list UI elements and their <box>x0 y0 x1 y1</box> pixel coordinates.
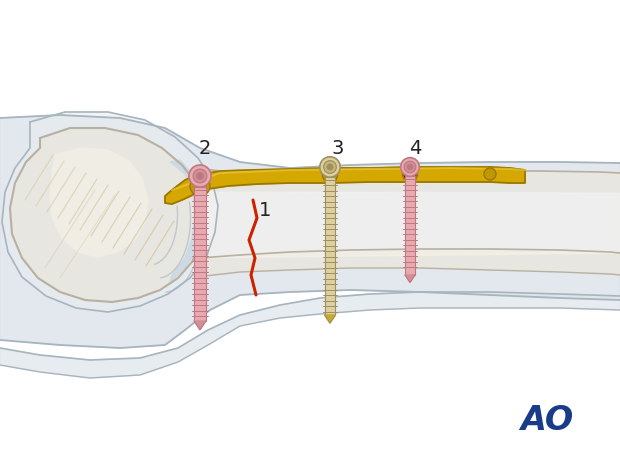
Polygon shape <box>10 128 204 302</box>
Polygon shape <box>170 160 204 282</box>
Circle shape <box>407 164 413 170</box>
Circle shape <box>402 167 417 181</box>
Text: 2: 2 <box>199 139 211 157</box>
Bar <box>325 177 335 315</box>
Polygon shape <box>405 275 415 282</box>
Polygon shape <box>194 321 206 330</box>
Polygon shape <box>50 148 148 257</box>
Circle shape <box>324 161 336 174</box>
Bar <box>405 176 415 275</box>
Polygon shape <box>2 112 218 312</box>
Polygon shape <box>0 115 620 348</box>
Circle shape <box>404 161 416 173</box>
Polygon shape <box>200 249 620 278</box>
Text: 3: 3 <box>332 139 344 157</box>
Polygon shape <box>195 192 620 258</box>
Circle shape <box>189 165 211 187</box>
Polygon shape <box>165 167 525 204</box>
Circle shape <box>484 168 496 180</box>
Polygon shape <box>325 315 335 323</box>
Circle shape <box>404 168 416 180</box>
Text: 1: 1 <box>259 201 271 219</box>
Polygon shape <box>0 292 620 378</box>
Text: AO: AO <box>520 403 574 437</box>
Text: 4: 4 <box>409 139 421 157</box>
Circle shape <box>190 176 210 196</box>
Circle shape <box>197 173 203 179</box>
Polygon shape <box>195 168 620 196</box>
Circle shape <box>401 157 419 176</box>
Circle shape <box>327 164 333 170</box>
Circle shape <box>193 169 207 183</box>
Circle shape <box>322 168 337 183</box>
Circle shape <box>320 157 340 177</box>
Bar <box>194 187 206 321</box>
